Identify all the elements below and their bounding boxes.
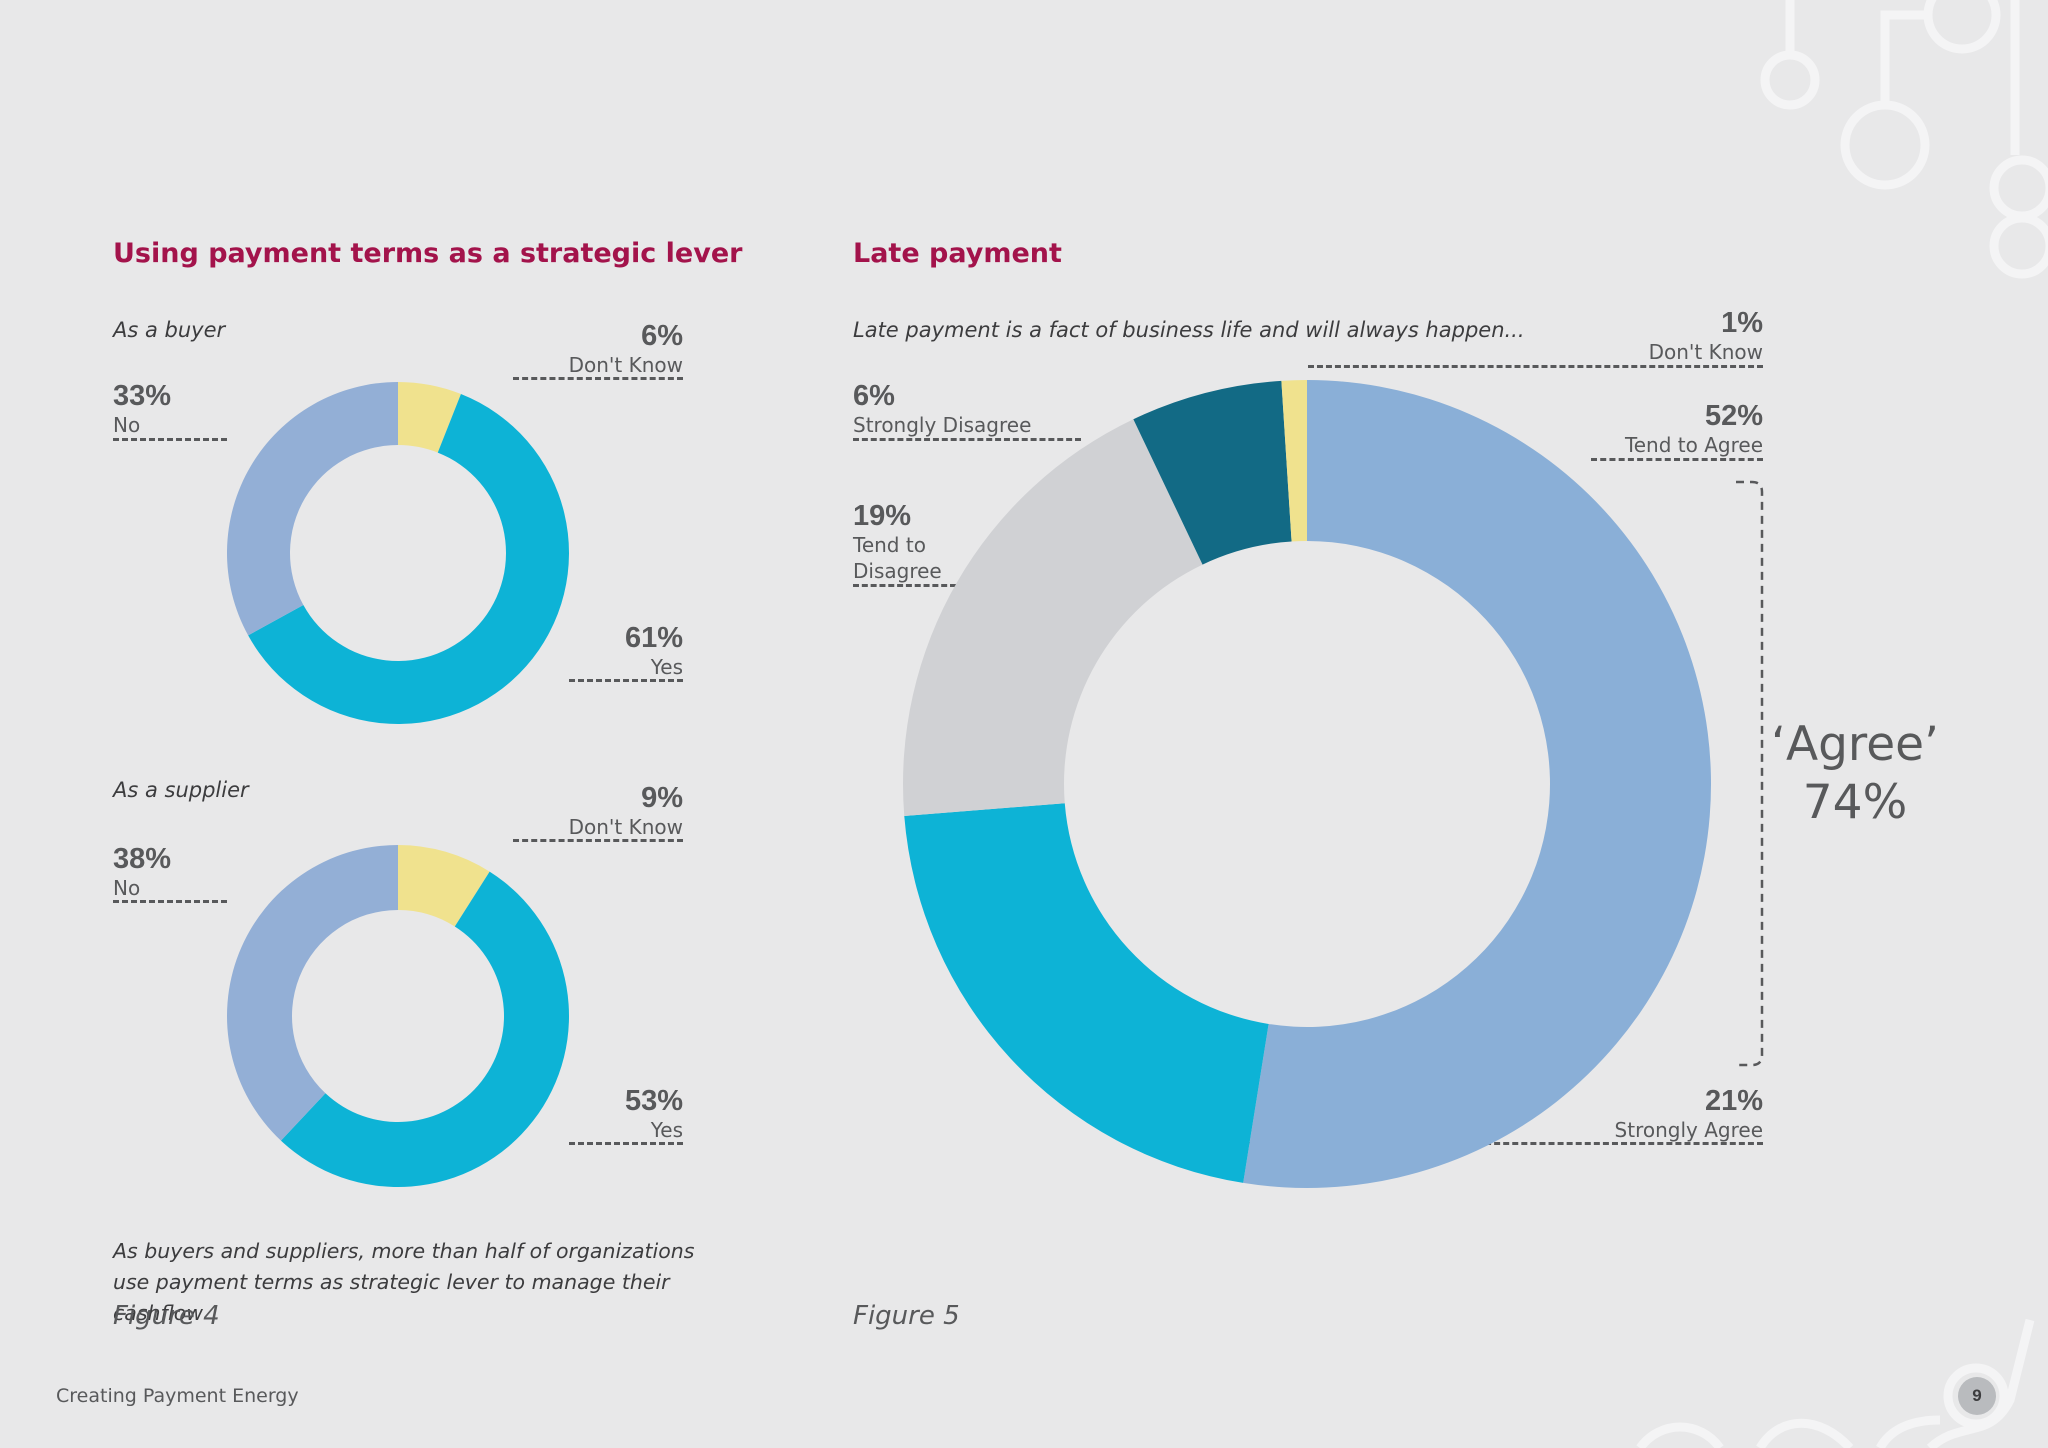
supplier-dontknow-name: Don't Know (568, 815, 683, 839)
supplier-subtitle: As a supplier (113, 778, 249, 802)
supplier-no-leader (113, 900, 227, 903)
supplier-no-name: No (113, 876, 141, 900)
buyer-no-label: 33% No (113, 380, 253, 438)
late-tend-agree-pct: 52% (1704, 400, 1763, 432)
supplier-donut-chart (227, 845, 569, 1187)
figure5-subtitle: Late payment is a fact of business life … (853, 318, 1525, 342)
slice-yes (280, 871, 569, 1187)
supplier-yes-leader (569, 1142, 683, 1145)
slice-strongly-agree (904, 803, 1269, 1183)
buyer-no-pct: 33% (113, 380, 172, 412)
late-strongly-agree-name: Strongly Agree (1614, 1118, 1763, 1142)
buyer-yes-pct: 61% (624, 622, 683, 654)
footer-publication: Creating Payment Energy (56, 1385, 299, 1407)
slice-don-t-know (1281, 380, 1307, 542)
slice-tend-to-disagree (903, 419, 1203, 817)
supplier-dontknow-pct: 9% (641, 782, 683, 814)
supplier-yes-name: Yes (650, 1118, 683, 1142)
late-strongly-disagree-label: 6% Strongly Disagree (853, 380, 1113, 438)
figure5-title: Late payment (853, 238, 1062, 269)
late-dontknow-name: Don't Know (1648, 340, 1763, 364)
supplier-yes-label: 53% Yes (543, 1085, 683, 1143)
late-strongly-agree-pct: 21% (1704, 1085, 1763, 1117)
slice-don-t-know (398, 382, 461, 453)
figure4-caption: As buyers and suppliers, more than half … (113, 1239, 695, 1325)
agree-summary-value: 74% (1802, 775, 1908, 830)
buyer-yes-name: Yes (650, 655, 683, 679)
slice-no (227, 382, 398, 636)
late-tend-disagree-name: Tend to Disagree (853, 533, 942, 583)
buyer-donut-chart (227, 382, 569, 724)
figure4-label: Figure 4 (113, 1301, 220, 1331)
late-tend-disagree-leader (853, 584, 1053, 587)
buyer-yes-label: 61% Yes (543, 622, 683, 680)
buyer-no-name: No (113, 413, 141, 437)
buyer-dontknow-label: 6% Don't Know (513, 320, 683, 378)
late-strongly-disagree-leader (853, 438, 1081, 441)
supplier-no-pct: 38% (113, 843, 172, 875)
late-tend-agree-name: Tend to Agree (1624, 433, 1763, 457)
late-dontknow-pct: 1% (1721, 307, 1763, 339)
buyer-dontknow-name: Don't Know (568, 353, 683, 377)
late-strongly-agree-label: 21% Strongly Agree (1543, 1085, 1763, 1143)
late-tend-disagree-label: 19% Tend to Disagree (853, 500, 973, 584)
supplier-dontknow-label: 9% Don't Know (513, 782, 683, 840)
buyer-yes-leader (569, 679, 683, 682)
late-tend-agree-leader (1591, 458, 1763, 461)
page-number-badge: 9 (1958, 1377, 1996, 1415)
late-dontknow-leader (1308, 365, 1763, 368)
slice-tend-to-agree (1243, 380, 1712, 1188)
slice-yes (248, 394, 569, 724)
buyer-no-leader (113, 438, 227, 441)
figure5-label: Figure 5 (853, 1301, 960, 1331)
late-strongly-disagree-name: Strongly Disagree (853, 413, 1032, 437)
late-payment-donut-chart (903, 380, 1712, 1188)
agree-summary: ‘Agree’ 74% (1760, 716, 1950, 832)
buyer-subtitle: As a buyer (113, 318, 226, 342)
agree-summary-label: ‘Agree’ (1771, 717, 1939, 772)
buyer-dontknow-leader (513, 377, 683, 380)
supplier-yes-pct: 53% (624, 1085, 683, 1117)
late-tend-disagree-pct: 19% (853, 500, 912, 532)
supplier-dontknow-leader (513, 839, 683, 842)
figure4-title: Using payment terms as a strategic lever (113, 238, 743, 269)
buyer-dontknow-pct: 6% (641, 320, 683, 352)
late-strongly-disagree-pct: 6% (853, 380, 895, 412)
late-dontknow-label: 1% Don't Know (1543, 307, 1763, 365)
slice-strongly-disagree (1133, 380, 1292, 565)
slice-don-t-know (398, 845, 490, 927)
supplier-no-label: 38% No (113, 843, 253, 901)
late-tend-agree-label: 52% Tend to Agree (1543, 400, 1763, 458)
agree-bracket (1736, 480, 1764, 1067)
slice-no (227, 845, 398, 1141)
